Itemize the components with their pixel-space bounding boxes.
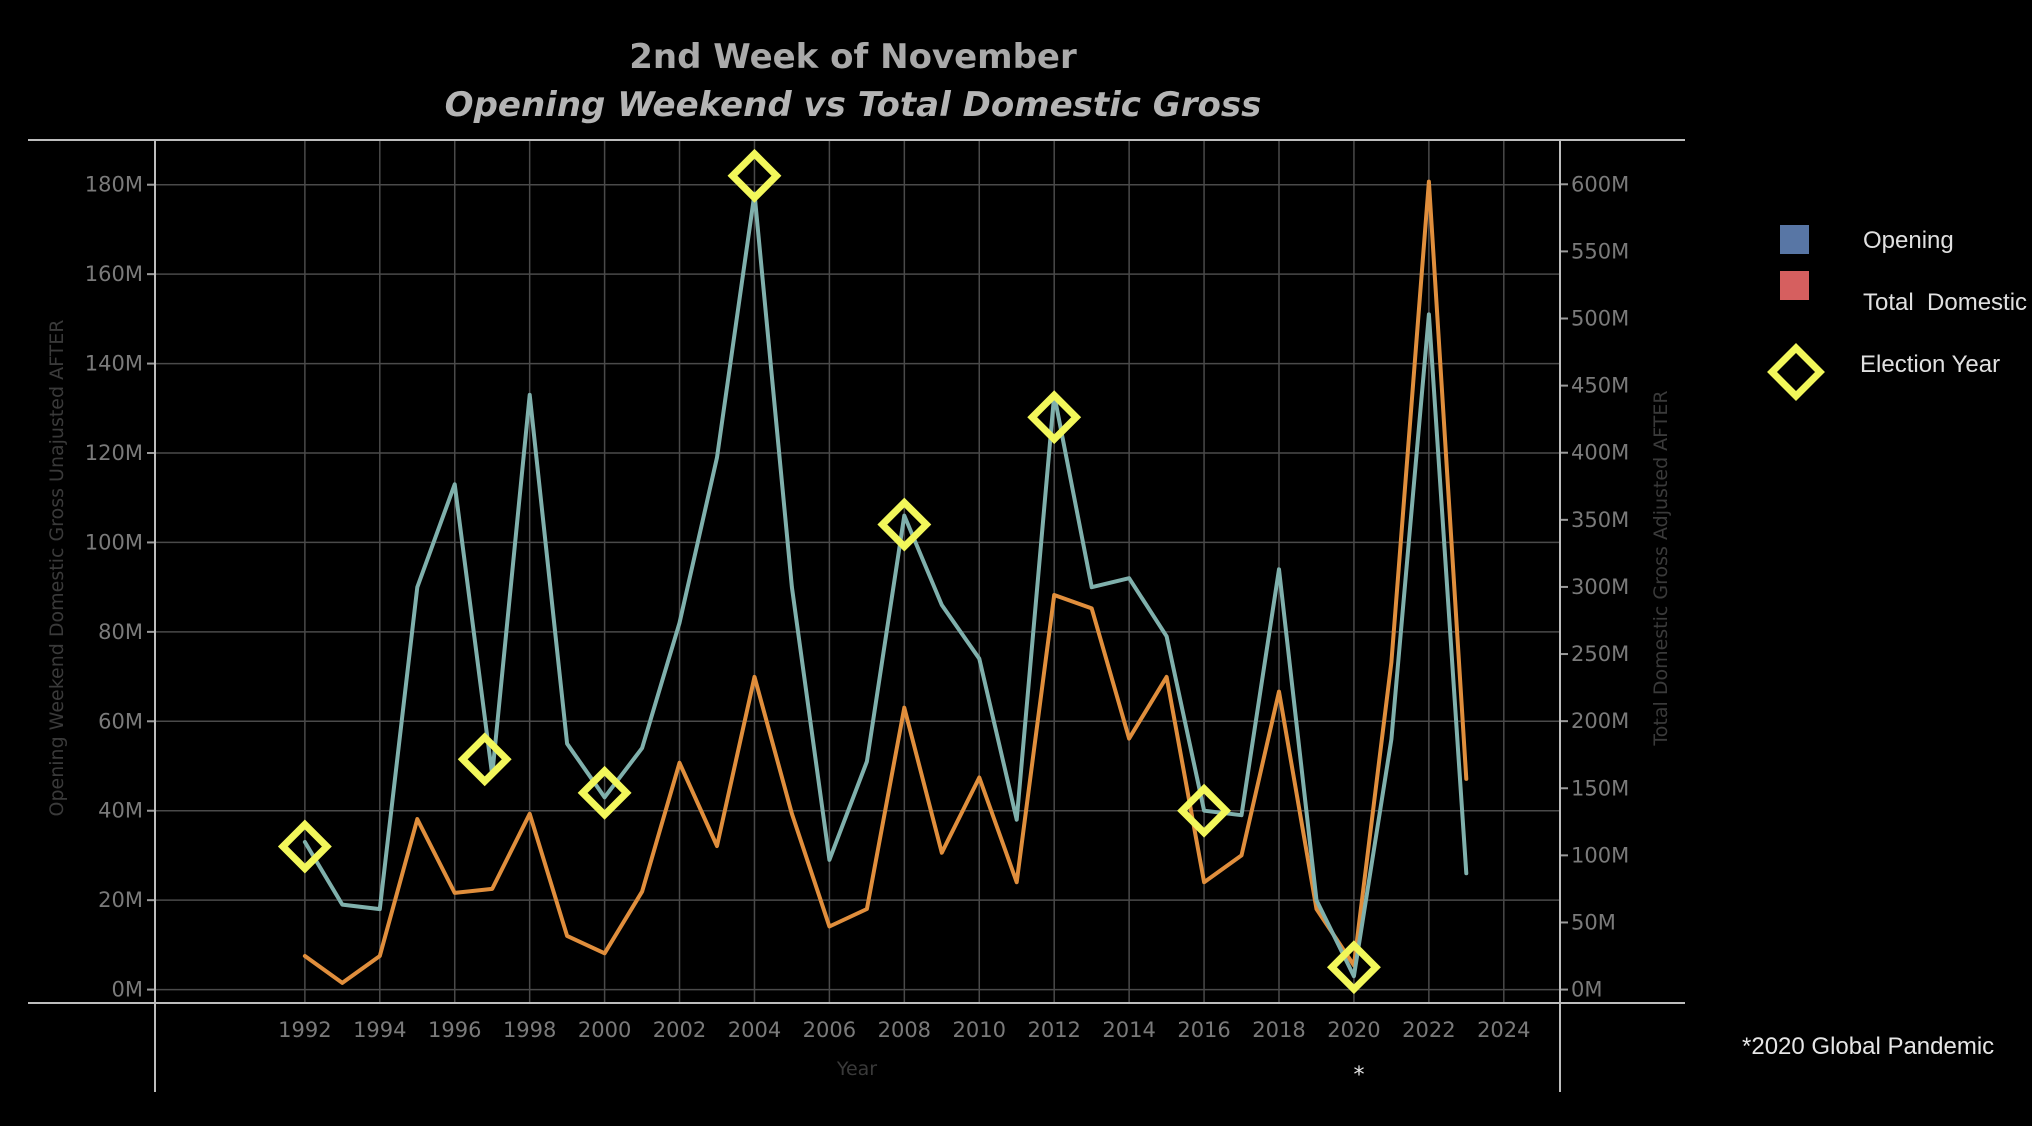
x-tick-label: 2002 bbox=[653, 1018, 706, 1042]
x-tick-label: 2022 bbox=[1402, 1018, 1455, 1042]
election-marker-diamond-icon bbox=[1027, 390, 1082, 445]
y-left-tick-label: 40M bbox=[98, 799, 143, 823]
x-tick-label: 2008 bbox=[878, 1018, 931, 1042]
legend-diamond-icon bbox=[1767, 343, 1825, 401]
election-marker-diamond-icon bbox=[577, 765, 632, 820]
legend-label-election-year: Election Year bbox=[1860, 351, 2000, 378]
x-tick-label: 2016 bbox=[1177, 1018, 1230, 1042]
y-axis-left-title: Opening Weekend Domestic Gross Unajusted… bbox=[46, 320, 68, 817]
chart-subtitle: Opening Weekend vs Total Domestic Gross bbox=[445, 85, 1262, 125]
pandemic-note: *2020 Global Pandemic bbox=[1742, 1033, 1994, 1060]
legend-swatch-opening bbox=[1780, 225, 1809, 254]
election-marker-diamond-icon bbox=[1326, 940, 1381, 995]
grid bbox=[155, 140, 1560, 1003]
y-right-tick-label: 350M bbox=[1571, 508, 1629, 532]
y-left-tick-label: 100M bbox=[85, 530, 143, 554]
y-right-tick-label: 50M bbox=[1571, 910, 1616, 934]
pandemic-star-marker: * bbox=[1354, 1063, 1365, 1088]
x-tick-label: 1996 bbox=[428, 1018, 481, 1042]
election-marker-diamond-icon bbox=[727, 148, 782, 203]
series-line-total-domestic bbox=[302, 179, 1469, 985]
y-left-tick-label: 160M bbox=[85, 262, 143, 286]
y-right-tick-label: 250M bbox=[1571, 642, 1629, 666]
y-left-tick-label: 60M bbox=[98, 709, 143, 733]
x-tick-label: 1992 bbox=[278, 1018, 331, 1042]
x-tick-label: 2014 bbox=[1102, 1018, 1155, 1042]
x-tick-label: 2010 bbox=[953, 1018, 1006, 1042]
series-line-opening bbox=[302, 191, 1469, 979]
y-right-tick-label: 450M bbox=[1571, 374, 1629, 398]
x-tick-label: 2012 bbox=[1027, 1018, 1080, 1042]
x-tick-label: 2000 bbox=[578, 1018, 631, 1042]
x-tick-label: 2024 bbox=[1477, 1018, 1530, 1042]
y-axis-right-title: Total Domestic Gross Adjusted AFTER bbox=[1650, 390, 1672, 746]
y-left-tick-label: 0M bbox=[112, 978, 143, 1002]
y-left-tick-label: 180M bbox=[85, 173, 143, 197]
y-left-tick-label: 120M bbox=[85, 441, 143, 465]
y-right-tick-label: 200M bbox=[1571, 709, 1629, 733]
election-marker-diamond-icon bbox=[877, 497, 932, 552]
legend: Opening Total Domestic Election Year bbox=[1767, 225, 2027, 401]
election-year-markers bbox=[277, 148, 1381, 995]
series bbox=[302, 179, 1469, 985]
axes bbox=[28, 139, 1685, 1092]
y-left-tick-label: 80M bbox=[98, 620, 143, 644]
y-right-tick-label: 550M bbox=[1571, 239, 1629, 263]
x-tick-label: 2020 bbox=[1327, 1018, 1380, 1042]
y-right-tick-label: 300M bbox=[1571, 575, 1629, 599]
y-right-tick-label: 500M bbox=[1571, 307, 1629, 331]
legend-swatch-total-domestic bbox=[1780, 271, 1809, 300]
x-axis-title: Year bbox=[836, 1058, 877, 1080]
y-right-tick-label: 150M bbox=[1571, 776, 1629, 800]
x-tick-label: 2018 bbox=[1252, 1018, 1305, 1042]
x-tick-label: 1994 bbox=[353, 1018, 406, 1042]
election-marker-diamond-icon bbox=[457, 732, 512, 787]
election-marker-diamond-icon bbox=[1177, 783, 1232, 838]
chart-title: 2nd Week of November bbox=[629, 37, 1077, 77]
x-tick-label: 2004 bbox=[728, 1018, 781, 1042]
x-tick-label: 1998 bbox=[503, 1018, 556, 1042]
y-right-tick-label: 600M bbox=[1571, 172, 1629, 196]
legend-label-opening: Opening bbox=[1863, 227, 1954, 254]
x-tick-label: 2006 bbox=[803, 1018, 856, 1042]
y-left-tick-label: 20M bbox=[98, 888, 143, 912]
y-left-tick-label: 140M bbox=[85, 352, 143, 376]
legend-label-total-domestic: Total Domestic bbox=[1863, 289, 2027, 316]
y-right-tick-label: 100M bbox=[1571, 843, 1629, 867]
y-right-tick-label: 400M bbox=[1571, 441, 1629, 465]
election-marker-diamond-icon bbox=[277, 819, 332, 874]
tick-labels: 1992 1994 1996 1998 2000 2002 2004 2006 2008 2010… bbox=[85, 172, 1629, 1042]
y-right-tick-label: 0M bbox=[1571, 978, 1602, 1002]
